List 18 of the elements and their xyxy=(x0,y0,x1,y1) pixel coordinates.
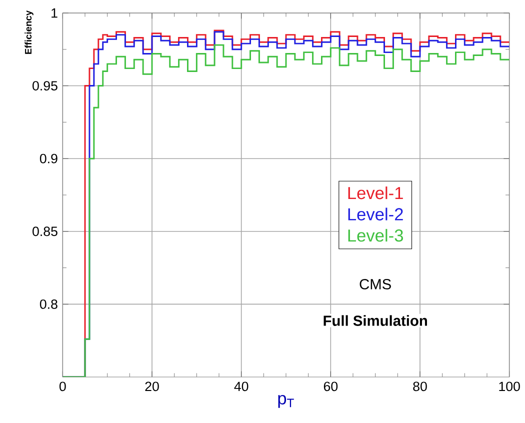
x-tick-label: 0 xyxy=(59,382,66,392)
text: Level-1 xyxy=(348,186,403,200)
annotation: CMS xyxy=(360,278,391,290)
text: Level-2 xyxy=(348,208,403,220)
y-axis-title: Efficiency xyxy=(24,10,34,54)
x-axis-title: p$_{T}$ xyxy=(278,394,294,408)
y-tick-label: 0.8 xyxy=(40,299,58,309)
x-tick-label: 80 xyxy=(413,382,427,392)
x-tick-label: 40 xyxy=(234,382,248,392)
text: Level-3 xyxy=(348,228,403,242)
annotation: Full Simulation xyxy=(324,315,427,326)
x-tick-label: 60 xyxy=(324,382,338,392)
y-tick-label: 1 xyxy=(52,8,58,18)
x-tick-label: 100 xyxy=(499,382,520,392)
x-tick-label: 20 xyxy=(145,382,159,392)
y-tick-label: 0.85 xyxy=(32,226,58,236)
y-tick-label: 0.9 xyxy=(40,154,58,164)
y-tick-label: 0.95 xyxy=(32,81,58,91)
